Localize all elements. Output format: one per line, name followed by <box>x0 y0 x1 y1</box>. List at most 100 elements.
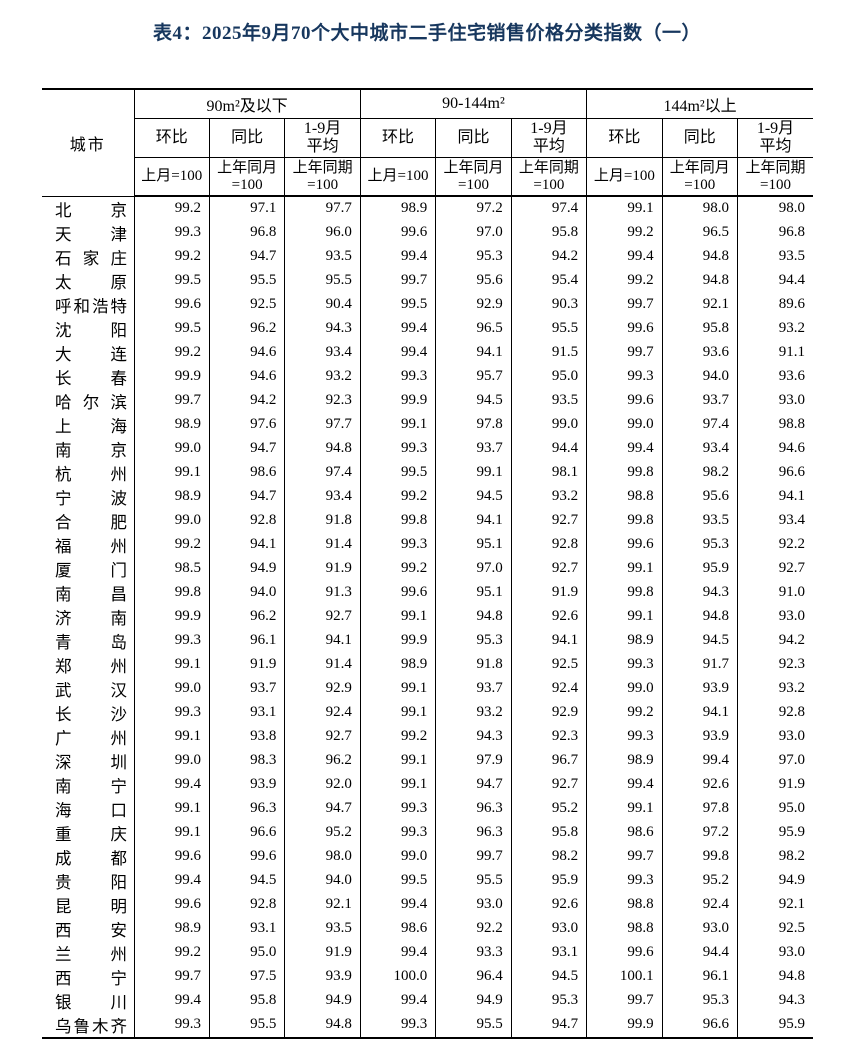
value-cell: 93.6 <box>661 340 738 365</box>
value-cell: 92.3 <box>510 724 587 749</box>
value-cell: 94.7 <box>208 484 285 509</box>
table-row: 长沙 99.3 93.1 92.4 99.1 93.2 92.9 99.2 94… <box>42 700 813 725</box>
value-cell: 96.3 <box>208 796 285 821</box>
value-cell: 99.6 <box>359 220 436 245</box>
city-name: 上海 <box>55 416 127 436</box>
value-cell: 97.9 <box>435 748 512 773</box>
table-row: 杭州 99.1 98.6 97.4 99.5 99.1 98.1 99.8 98… <box>42 460 813 485</box>
value-cell: 99.2 <box>586 220 663 245</box>
value-cell: 93.9 <box>208 772 285 797</box>
value-cell: 93.7 <box>435 436 512 461</box>
base-header-same-period: 上年同期 =100 <box>510 157 587 197</box>
value-cell: 95.8 <box>661 316 738 341</box>
city-cell: 长沙 <box>42 701 134 725</box>
table-row: 成都 99.6 99.6 98.0 99.0 99.7 98.2 99.7 99… <box>42 844 813 869</box>
value-cell: 92.7 <box>737 556 813 581</box>
value-cell: 94.0 <box>661 364 738 389</box>
value-cell: 94.2 <box>510 244 587 269</box>
value-cell: 93.2 <box>435 700 512 725</box>
value-cell: 95.1 <box>435 532 512 557</box>
value-cell: 92.8 <box>208 892 285 917</box>
value-cell: 93.7 <box>661 388 738 413</box>
value-cell: 95.4 <box>510 268 587 293</box>
city-cell: 西安 <box>42 917 134 941</box>
value-cell: 99.3 <box>133 700 210 725</box>
value-cell: 97.1 <box>208 196 285 221</box>
city-cell: 重庆 <box>42 821 134 845</box>
value-cell: 94.8 <box>661 244 738 269</box>
value-cell: 94.4 <box>510 436 587 461</box>
value-cell: 95.3 <box>435 244 512 269</box>
city-name: 重庆 <box>55 824 127 844</box>
value-cell: 94.6 <box>208 364 285 389</box>
value-cell: 98.0 <box>737 196 813 221</box>
value-cell: 95.8 <box>208 988 285 1013</box>
table-row: 北京 99.2 97.1 97.7 98.9 97.2 97.4 99.1 98… <box>42 196 813 221</box>
value-cell: 95.5 <box>208 1012 285 1038</box>
value-cell: 94.2 <box>208 388 285 413</box>
value-cell: 93.0 <box>510 916 587 941</box>
table-row: 南京 99.0 94.7 94.8 99.3 93.7 94.4 99.4 93… <box>42 436 813 461</box>
value-cell: 99.1 <box>359 604 436 629</box>
value-cell: 95.9 <box>737 1012 813 1038</box>
base-header-row: 上月=100 上年同月 =100 上年同期 =100 上月=100 上年同月 =… <box>42 157 813 197</box>
value-cell: 93.0 <box>737 388 813 413</box>
value-cell: 93.5 <box>737 244 813 269</box>
city-name: 福州 <box>55 536 127 556</box>
value-cell: 99.0 <box>133 436 210 461</box>
city-column-header: 城市 <box>42 89 134 197</box>
city-name: 呼和浩特 <box>55 296 127 316</box>
value-cell: 99.6 <box>133 892 210 917</box>
value-cell: 93.0 <box>661 916 738 941</box>
value-cell: 94.1 <box>510 628 587 653</box>
metric-header-avg: 1-9月 平均 <box>510 118 587 158</box>
city-name: 乌鲁木齐 <box>55 1016 127 1036</box>
value-cell: 99.0 <box>586 412 663 437</box>
value-cell: 99.1 <box>359 700 436 725</box>
city-name: 沈阳 <box>55 320 127 340</box>
value-cell: 91.0 <box>737 580 813 605</box>
value-cell: 92.8 <box>208 508 285 533</box>
value-cell: 99.7 <box>586 844 663 869</box>
value-cell: 94.8 <box>284 436 361 461</box>
value-cell: 99.1 <box>133 460 210 485</box>
value-cell: 99.2 <box>133 940 210 965</box>
metric-header-mom: 环比 <box>586 118 663 158</box>
value-cell: 99.9 <box>359 628 436 653</box>
metric-header-yoy: 同比 <box>435 118 512 158</box>
value-cell: 91.4 <box>284 652 361 677</box>
value-cell: 94.5 <box>661 628 738 653</box>
value-cell: 99.3 <box>133 1012 210 1038</box>
value-cell: 99.3 <box>359 436 436 461</box>
value-cell: 99.4 <box>586 772 663 797</box>
value-cell: 95.0 <box>510 364 587 389</box>
value-cell: 92.6 <box>661 772 738 797</box>
value-cell: 99.5 <box>359 292 436 317</box>
city-name: 海口 <box>55 800 127 820</box>
value-cell: 91.5 <box>510 340 587 365</box>
value-cell: 94.8 <box>737 964 813 989</box>
value-cell: 92.5 <box>208 292 285 317</box>
value-cell: 98.0 <box>661 196 738 221</box>
value-cell: 94.9 <box>435 988 512 1013</box>
value-cell: 95.5 <box>435 1012 512 1038</box>
value-cell: 98.2 <box>661 460 738 485</box>
value-cell: 98.2 <box>737 844 813 869</box>
value-cell: 98.9 <box>133 916 210 941</box>
city-cell: 北京 <box>42 196 134 221</box>
value-cell: 99.1 <box>586 604 663 629</box>
value-cell: 98.0 <box>284 844 361 869</box>
value-cell: 97.0 <box>435 556 512 581</box>
value-cell: 92.2 <box>435 916 512 941</box>
value-cell: 99.0 <box>133 508 210 533</box>
value-cell: 95.8 <box>510 820 587 845</box>
value-cell: 99.0 <box>359 844 436 869</box>
value-cell: 94.5 <box>435 388 512 413</box>
value-cell: 91.3 <box>284 580 361 605</box>
value-cell: 99.3 <box>359 532 436 557</box>
table-row: 深圳 99.0 98.3 96.2 99.1 97.9 96.7 98.9 99… <box>42 748 813 773</box>
value-cell: 92.6 <box>510 604 587 629</box>
city-name: 合肥 <box>55 512 127 532</box>
table-row: 大连 99.2 94.6 93.4 99.4 94.1 91.5 99.7 93… <box>42 340 813 365</box>
value-cell: 99.2 <box>133 532 210 557</box>
